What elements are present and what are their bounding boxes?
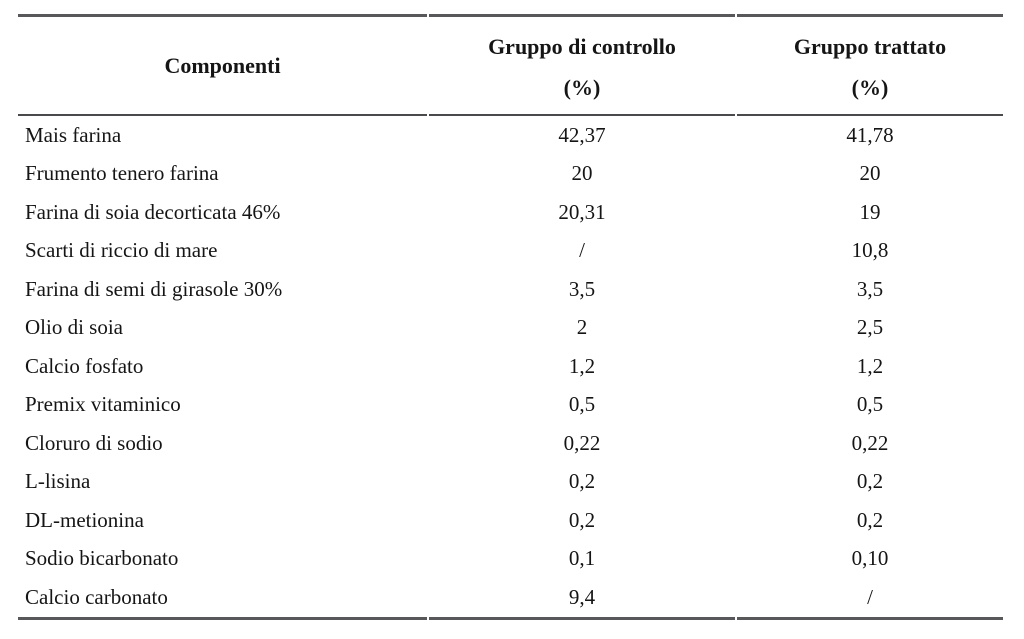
treated-value-cell: 41,78 — [846, 122, 894, 147]
component-name-cell: Scarti di riccio di mare — [25, 238, 218, 263]
control-value-cell: 20,31 — [558, 199, 606, 224]
component-name-cell: Olio di soia — [25, 315, 123, 340]
treated-value-cell: 0,10 — [851, 546, 889, 571]
treated-value-cell: 20 — [859, 161, 881, 186]
component-name-cell: L-lisina — [25, 469, 91, 494]
control-value-cell: 1,2 — [568, 353, 596, 378]
treated-value-cell: / — [737, 578, 1003, 620]
control-value-cell: 0,2 — [568, 469, 596, 494]
header-control-group-unit: (%) — [563, 74, 601, 100]
diet-composition-table: Componenti Gruppo di controllo (%) Grupp… — [18, 14, 1007, 620]
header-components: Componenti — [18, 14, 427, 116]
component-name-cell: Premix vitaminico — [25, 392, 181, 417]
control-value-cell: 9,4 — [429, 578, 735, 620]
header-treated-group-label: Gruppo trattato — [793, 34, 947, 60]
control-value-cell: 0,2 — [568, 507, 596, 532]
control-value-cell: 42,37 — [558, 122, 606, 147]
control-value-cell: 0,1 — [568, 546, 596, 571]
component-name-cell: Sodio bicarbonato — [25, 546, 179, 571]
control-value-cell: / — [579, 238, 585, 263]
component-name-cell: Frumento tenero farina — [25, 161, 219, 186]
component-name-cell: Calcio carbonato — [18, 578, 427, 620]
component-name-cell: Cloruro di sodio — [25, 430, 163, 455]
component-name-cell: Farina di semi di girasole 30% — [25, 276, 283, 301]
header-control-group-label: Gruppo di controllo — [488, 34, 676, 60]
treated-value-cell: 3,5 — [856, 276, 884, 301]
treated-value-cell: 10,8 — [851, 238, 889, 263]
control-value-cell: 20 — [571, 161, 593, 186]
control-value-cell: 2 — [576, 315, 588, 340]
treated-value-cell: 1,2 — [856, 353, 884, 378]
control-value-cell: 0,5 — [568, 392, 596, 417]
treated-value-cell: 0,2 — [856, 469, 884, 494]
header-treated-group: Gruppo trattato (%) — [737, 14, 1003, 116]
treated-value-cell: 0,2 — [856, 507, 884, 532]
treated-value-cell: 2,5 — [856, 315, 884, 340]
treated-value-cell: 0,5 — [856, 392, 884, 417]
treated-value-cell: 19 — [859, 199, 881, 224]
control-value-cell: 0,22 — [563, 430, 601, 455]
component-name-cell: Mais farina — [25, 122, 122, 147]
header-treated-group-unit: (%) — [851, 74, 889, 100]
component-name-cell: Farina di soia decorticata 46% — [25, 199, 281, 224]
component-name-cell: Calcio fosfato — [25, 353, 144, 378]
treated-value-cell: 0,22 — [851, 430, 889, 455]
header-components-label: Componenti — [164, 52, 281, 78]
component-name-cell: DL-metionina — [25, 507, 144, 532]
header-control-group: Gruppo di controllo (%) — [429, 14, 735, 116]
control-value-cell: 3,5 — [568, 276, 596, 301]
